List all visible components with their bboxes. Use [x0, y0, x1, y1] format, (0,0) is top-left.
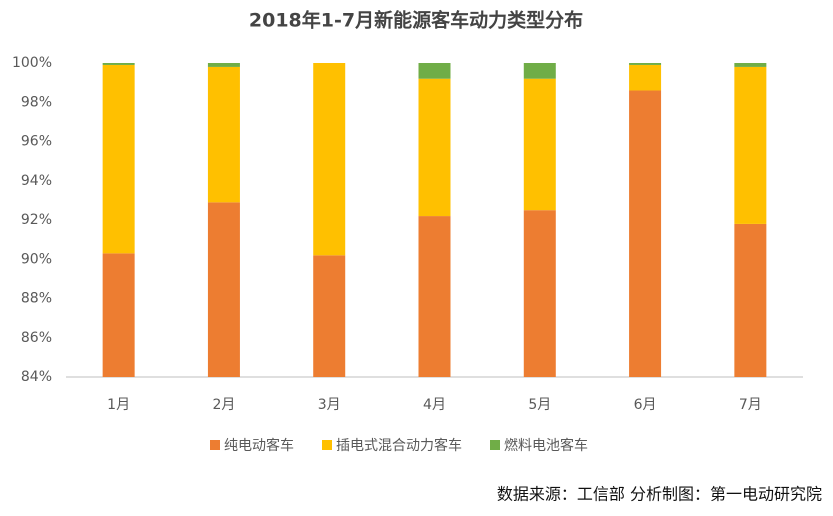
x-tick-label: 3月	[318, 397, 341, 413]
bar-segment	[313, 63, 346, 256]
bar-segment	[629, 90, 662, 377]
y-tick-label: 92%	[21, 212, 52, 228]
bar-segment	[313, 255, 346, 377]
bar-segment	[418, 63, 451, 79]
source-note: 数据来源：工信部 分析制图：第一电动研究院	[497, 485, 822, 504]
bar-segment	[102, 63, 135, 65]
bar-segment	[523, 78, 556, 211]
bar-segment	[207, 66, 240, 203]
x-tick-label: 5月	[528, 397, 551, 413]
y-tick-label: 100%	[12, 55, 52, 71]
bar-segment	[734, 223, 767, 377]
x-tick-label: 6月	[634, 397, 657, 413]
y-tick-label: 88%	[21, 291, 52, 307]
bar-segment	[418, 78, 451, 217]
legend-label: 燃料电池客车	[504, 437, 588, 454]
y-tick-label: 90%	[21, 251, 52, 267]
y-tick-label: 98%	[21, 94, 52, 110]
bar-segment	[102, 253, 135, 377]
bar-segment	[734, 63, 767, 67]
bar-segment	[629, 63, 662, 65]
y-tick-label: 94%	[21, 173, 52, 189]
legend-swatch	[490, 440, 500, 450]
legend-label: 纯电动客车	[224, 437, 294, 454]
y-tick-label: 86%	[21, 330, 52, 346]
bar-segment	[523, 210, 556, 377]
legend-swatch	[322, 440, 332, 450]
bar-segment	[102, 64, 135, 254]
bar-segment	[418, 216, 451, 377]
bar-segment	[207, 63, 240, 67]
x-tick-label: 1月	[107, 397, 130, 413]
bar-segment	[629, 64, 662, 91]
legend-label: 插电式混合动力客车	[336, 437, 462, 454]
x-tick-label: 4月	[423, 397, 446, 413]
chart-title: 2018年1-7月新能源客车动力类型分布	[249, 9, 583, 32]
x-tick-label: 7月	[739, 397, 762, 413]
bar-segment	[734, 66, 767, 224]
legend-swatch	[210, 440, 220, 450]
x-tick-label: 2月	[212, 397, 235, 413]
y-tick-label: 96%	[21, 134, 52, 150]
y-tick-label: 84%	[21, 369, 52, 385]
bar-segment	[523, 63, 556, 79]
bar-segment	[207, 202, 240, 377]
